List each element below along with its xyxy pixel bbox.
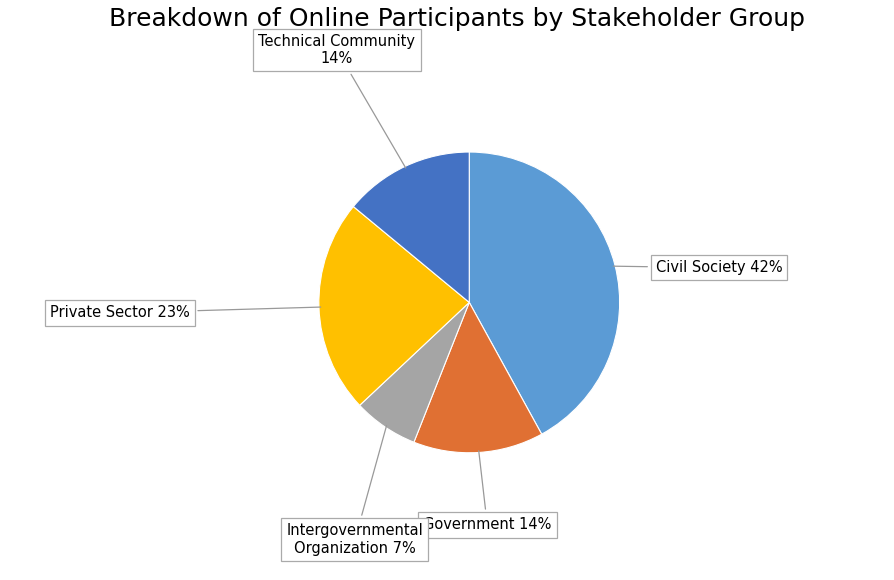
Wedge shape xyxy=(469,152,620,434)
Wedge shape xyxy=(319,206,469,405)
Text: Government 14%: Government 14% xyxy=(423,451,552,532)
Wedge shape xyxy=(353,152,469,302)
Text: Intergovernmental
Organization 7%: Intergovernmental Organization 7% xyxy=(287,426,424,556)
Text: Civil Society 42%: Civil Society 42% xyxy=(613,260,782,276)
Wedge shape xyxy=(414,302,542,453)
Title: Breakdown of Online Participants by Stakeholder Group: Breakdown of Online Participants by Stak… xyxy=(109,7,805,31)
Wedge shape xyxy=(359,302,469,442)
Text: Private Sector 23%: Private Sector 23% xyxy=(50,306,321,320)
Text: Technical Community
14%: Technical Community 14% xyxy=(258,34,416,168)
